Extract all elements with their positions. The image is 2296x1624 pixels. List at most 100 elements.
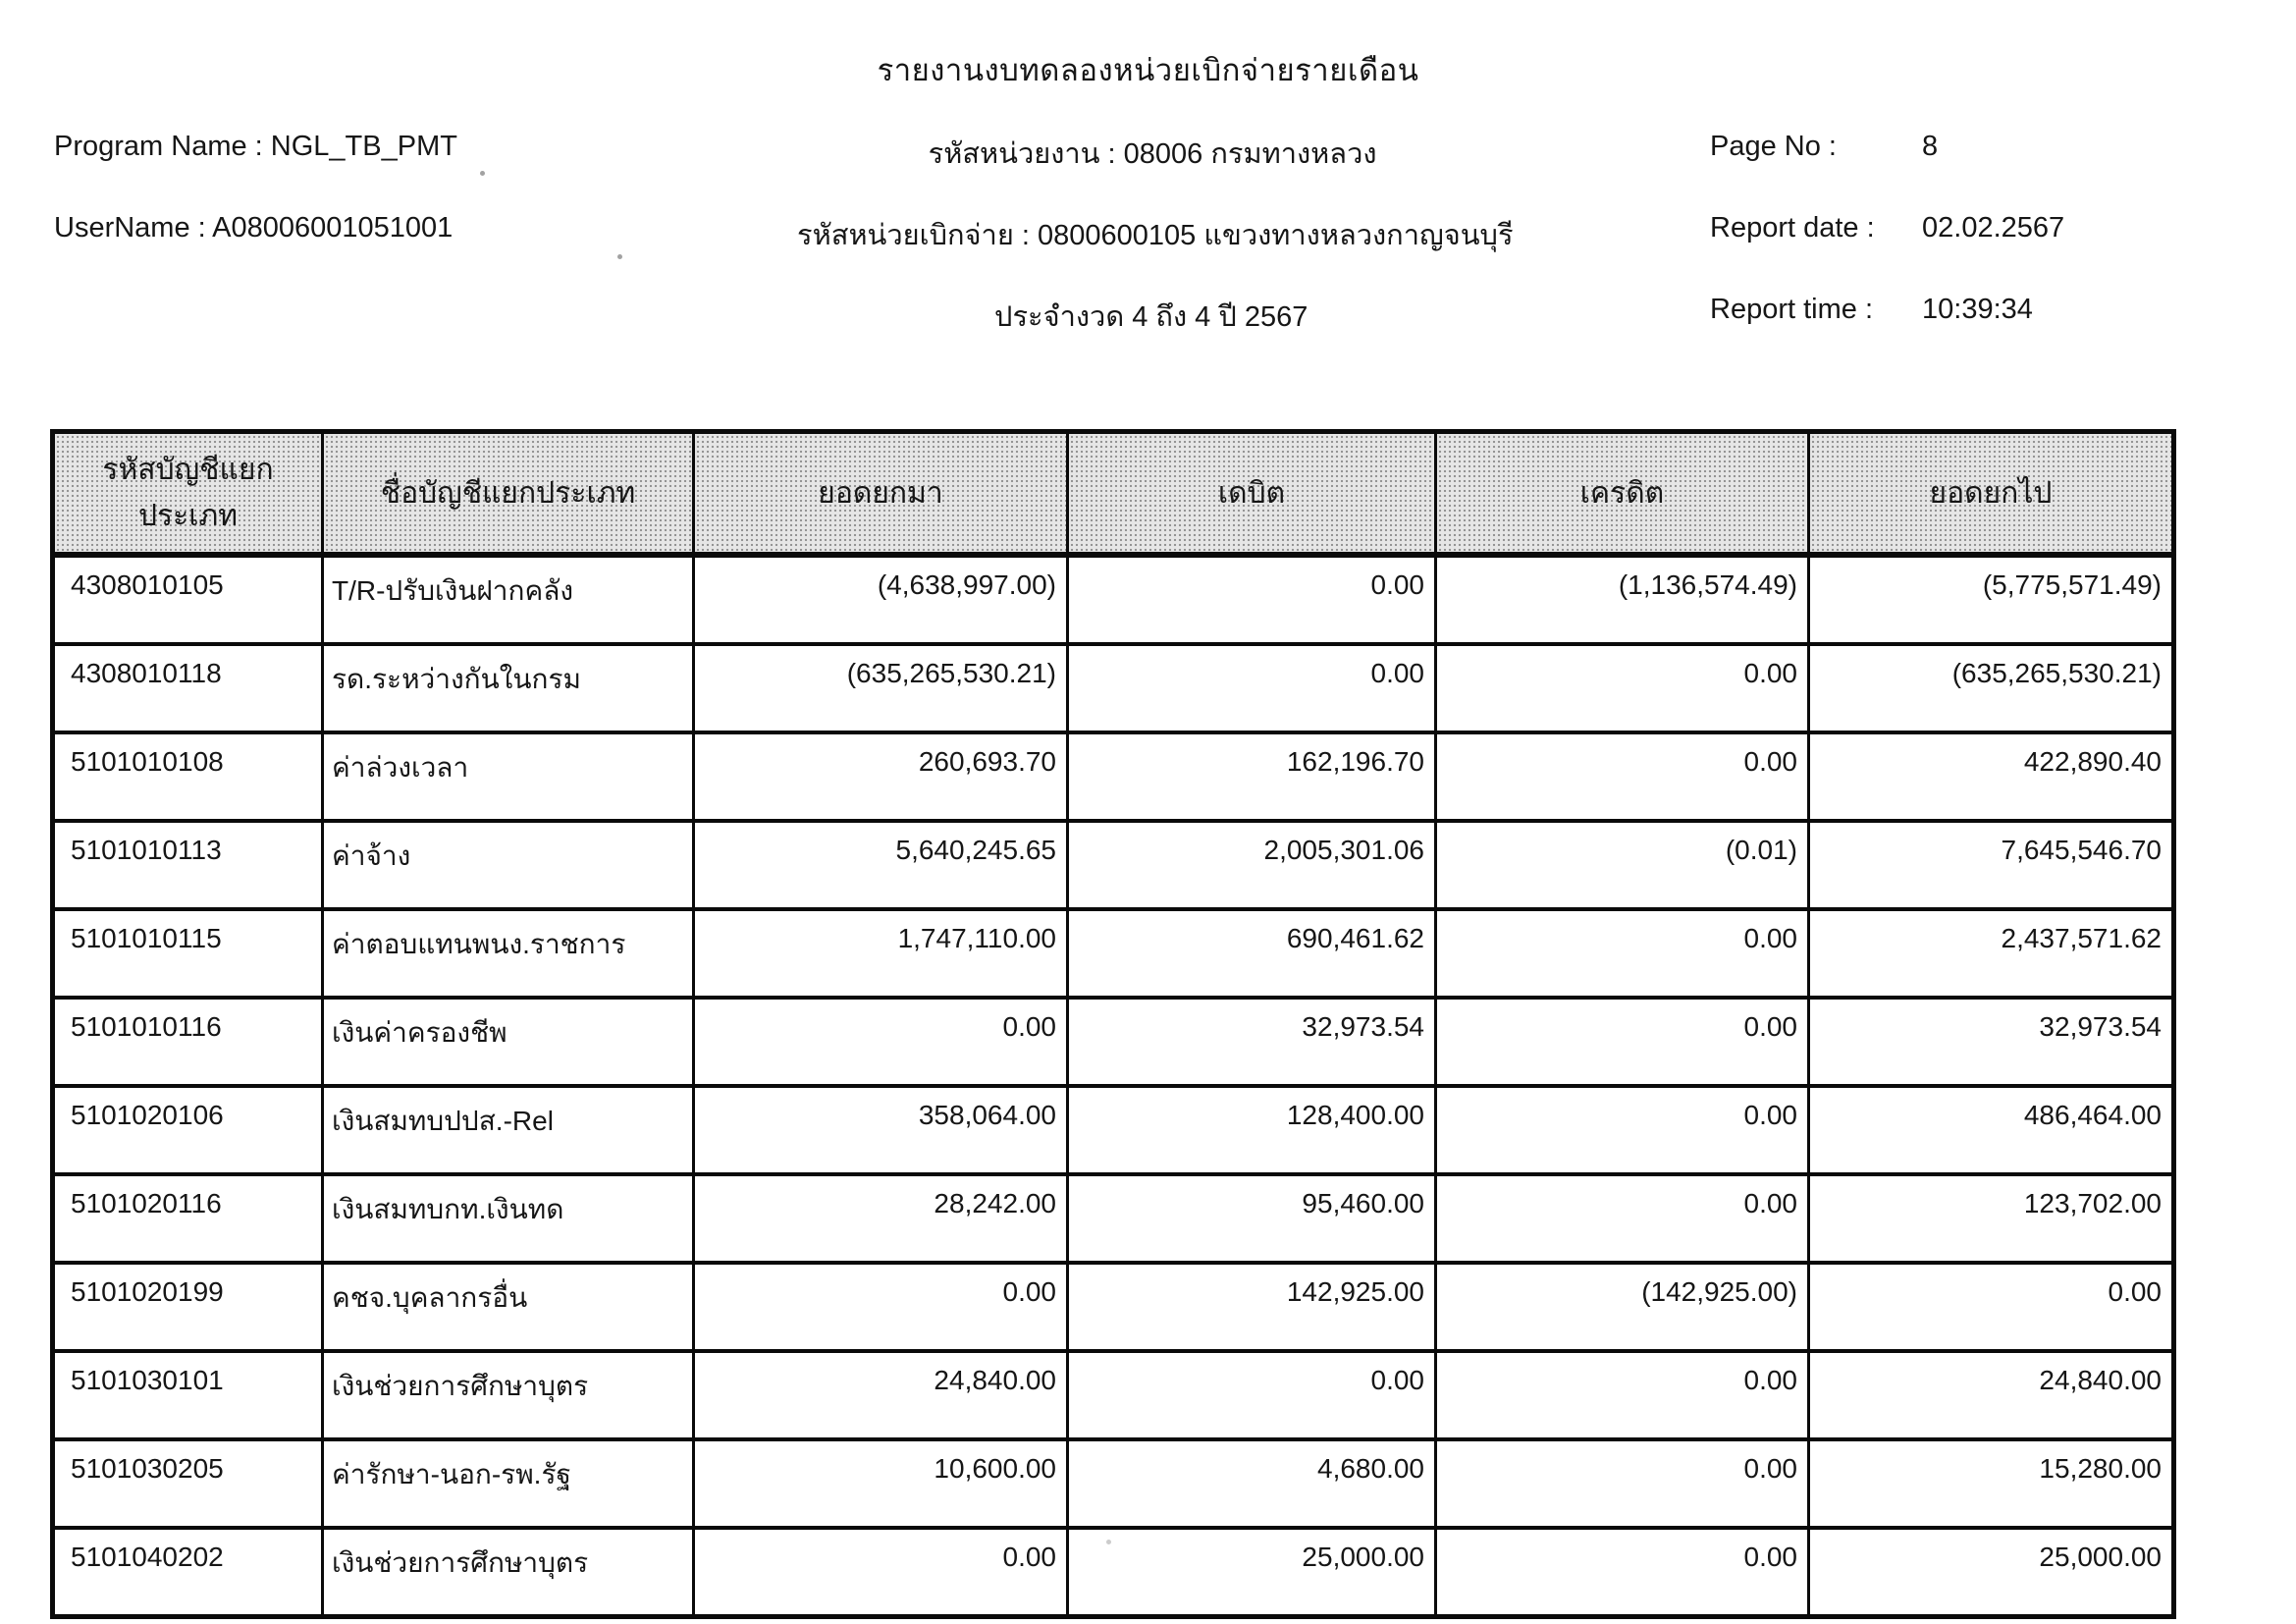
table-row: 5101020106 เงินสมทบปปส.-Rel 358,064.00 128,… xyxy=(51,1084,2175,1176)
beginning-balance: 358,064.00 xyxy=(692,1084,1069,1176)
account-name: ค่าตอบแทนพนง.ราชการ xyxy=(321,907,695,1000)
debit: 690,461.62 xyxy=(1066,907,1437,1000)
ending-balance: 24,840.00 xyxy=(1807,1349,2175,1441)
table-header-row: รหัสบัญชีแยกประเภท ชื่อบัญชีแยกประเภท ยอ… xyxy=(51,430,2175,558)
account-name: ค่ารักษา-นอก-รพ.รัฐ xyxy=(321,1437,695,1530)
credit: 0.00 xyxy=(1434,1172,1810,1265)
credit: 0.00 xyxy=(1434,642,1810,734)
account-code: 5101010116 xyxy=(51,996,324,1088)
report-date-value: 02.02.2567 xyxy=(1922,212,2065,244)
report-time-value: 10:39:34 xyxy=(1922,294,2033,325)
credit: 0.00 xyxy=(1434,996,1810,1088)
ending-balance: 7,645,546.70 xyxy=(1807,819,2175,911)
page-no-label: Page No : xyxy=(1710,131,1837,162)
debit: 32,973.54 xyxy=(1066,996,1437,1088)
ending-balance: 123,702.00 xyxy=(1807,1172,2175,1265)
account-name: รด.ระหว่างกันในกรม xyxy=(321,642,695,734)
username-value: A08006001051001 xyxy=(212,212,454,244)
account-code: 4308010118 xyxy=(51,642,324,734)
period-line: ประจำงวด 4 ถึง 4 ปี 2567 xyxy=(994,301,1308,333)
account-name: ค่าจ้าง xyxy=(321,819,695,911)
beginning-balance: (635,265,530.21) xyxy=(692,642,1069,734)
account-code: 5101030101 xyxy=(51,1349,324,1441)
beginning-balance: 260,693.70 xyxy=(692,731,1069,823)
account-code: 5101010113 xyxy=(51,819,324,911)
account-code: 5101020116 xyxy=(51,1172,324,1265)
account-code: 5101020106 xyxy=(51,1084,324,1176)
ending-balance: 422,890.40 xyxy=(1807,731,2175,823)
debit: 0.00 xyxy=(1066,553,1437,646)
username-line: UserName : A08006001051001 xyxy=(54,212,453,244)
table-row: 5101030101 เงินช่วยการศึกษาบุตร 24,840.00 0… xyxy=(51,1349,2175,1441)
credit: 0.00 xyxy=(1434,907,1810,1000)
table-row: 5101020199 คชจ.บุคลากรอื่น 0.00 142,925.00(… xyxy=(51,1261,2175,1353)
beginning-balance: 24,840.00 xyxy=(692,1349,1069,1441)
credit: 0.00 xyxy=(1434,731,1810,823)
ending-balance: (5,775,571.49) xyxy=(1807,553,2175,646)
table-row: 5101010108 ค่าล่วงเวลา 260,693.70 162,196.7… xyxy=(51,731,2175,823)
debit: 2,005,301.06 xyxy=(1066,819,1437,911)
debit: 0.00 xyxy=(1066,1349,1437,1441)
table-body: 4308010105 T/R-ปรับเงินฝากคลัง (4,638,997.… xyxy=(51,553,2175,1619)
account-name: เงินค่าครองชีพ xyxy=(321,996,695,1088)
table-row: 5101030205 ค่ารักษา-นอก-รพ.รัฐ 10,600.00 4,… xyxy=(51,1437,2175,1530)
report-time-label: Report time : xyxy=(1710,294,1873,325)
disbursing-unit-line: รหัสหน่วยเบิกจ่าย : 0800600105 แขวงทางหล… xyxy=(797,220,1514,251)
header-beginning-balance: ยอดยกมา xyxy=(692,430,1069,558)
table-row: 5101020116 เงินสมทบกท.เงินทด 28,242.00 95,4… xyxy=(51,1172,2175,1265)
scan-speck xyxy=(617,254,622,259)
account-code: 5101020199 xyxy=(51,1261,324,1353)
ending-balance: (635,265,530.21) xyxy=(1807,642,2175,734)
program-name-value: NGL_TB_PMT xyxy=(270,131,457,162)
beginning-balance: 1,747,110.00 xyxy=(692,907,1069,1000)
account-name: เงินช่วยการศึกษาบุตร xyxy=(321,1526,695,1619)
ending-balance: 2,437,571.62 xyxy=(1807,907,2175,1000)
table-row: 4308010118 รด.ระหว่างกันในกรม (635,265,530… xyxy=(51,642,2175,734)
credit: (0.01) xyxy=(1434,819,1810,911)
debit: 25,000.00 xyxy=(1066,1526,1437,1619)
report-title: รายงานงบทดลองหน่วยเบิกจ่ายรายเดือน xyxy=(877,53,1419,87)
debit: 162,196.70 xyxy=(1066,731,1437,823)
table-row: 5101040202 เงินช่วยการศึกษาบุตร 0.00 25,000… xyxy=(51,1526,2175,1619)
credit: 0.00 xyxy=(1434,1349,1810,1441)
account-code: 5101040202 xyxy=(51,1526,324,1619)
beginning-balance: 0.00 xyxy=(692,996,1069,1088)
account-code: 4308010105 xyxy=(51,553,324,646)
program-name-label: Program Name : xyxy=(54,131,263,162)
account-code: 5101010115 xyxy=(51,907,324,1000)
page-no-value: 8 xyxy=(1922,131,1939,162)
table-row: 5101010116 เงินค่าครองชีพ 0.00 32,973.54 0.0… xyxy=(51,996,2175,1088)
account-code: 5101010108 xyxy=(51,731,324,823)
ending-balance: 32,973.54 xyxy=(1807,996,2175,1088)
account-code: 5101030205 xyxy=(51,1437,324,1530)
credit: 0.00 xyxy=(1434,1526,1810,1619)
account-name: ค่าล่วงเวลา xyxy=(321,731,695,823)
beginning-balance: 5,640,245.65 xyxy=(692,819,1069,911)
account-name: เงินช่วยการศึกษาบุตร xyxy=(321,1349,695,1441)
header-debit: เดบิต xyxy=(1066,430,1437,558)
table-row: 5101010115 ค่าตอบแทนพนง.ราชการ 1,747,110.0… xyxy=(51,907,2175,1000)
account-name: T/R-ปรับเงินฝากคลัง xyxy=(321,553,695,646)
table-row: 4308010105 T/R-ปรับเงินฝากคลัง (4,638,997.… xyxy=(51,553,2175,646)
debit: 4,680.00 xyxy=(1066,1437,1437,1530)
ending-balance: 15,280.00 xyxy=(1807,1437,2175,1530)
credit: (1,136,574.49) xyxy=(1434,553,1810,646)
ending-balance: 25,000.00 xyxy=(1807,1526,2175,1619)
beginning-balance: 0.00 xyxy=(692,1526,1069,1619)
ending-balance: 486,464.00 xyxy=(1807,1084,2175,1176)
header-credit: เครดิต xyxy=(1434,430,1810,558)
beginning-balance: 28,242.00 xyxy=(692,1172,1069,1265)
scan-speck xyxy=(480,171,485,176)
ending-balance: 0.00 xyxy=(1807,1261,2175,1353)
credit: (142,925.00) xyxy=(1434,1261,1810,1353)
credit: 0.00 xyxy=(1434,1084,1810,1176)
agency-line: รหัสหน่วยงาน : 08006 กรมทางหลวง xyxy=(928,138,1377,170)
account-name: เงินสมทบกท.เงินทด xyxy=(321,1172,695,1265)
program-name-line: Program Name : NGL_TB_PMT xyxy=(54,131,457,163)
debit: 95,460.00 xyxy=(1066,1172,1437,1265)
beginning-balance: (4,638,997.00) xyxy=(692,553,1069,646)
trial-balance-table: รหัสบัญชีแยกประเภท ชื่อบัญชีแยกประเภท ยอ… xyxy=(50,429,2176,1619)
debit: 0.00 xyxy=(1066,642,1437,734)
credit: 0.00 xyxy=(1434,1437,1810,1530)
table-row: 5101010113 ค่าจ้าง 5,640,245.65 2,005,301.0… xyxy=(51,819,2175,911)
